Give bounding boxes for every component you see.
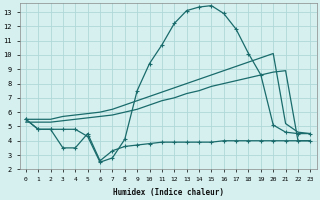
X-axis label: Humidex (Indice chaleur): Humidex (Indice chaleur) <box>113 188 224 197</box>
